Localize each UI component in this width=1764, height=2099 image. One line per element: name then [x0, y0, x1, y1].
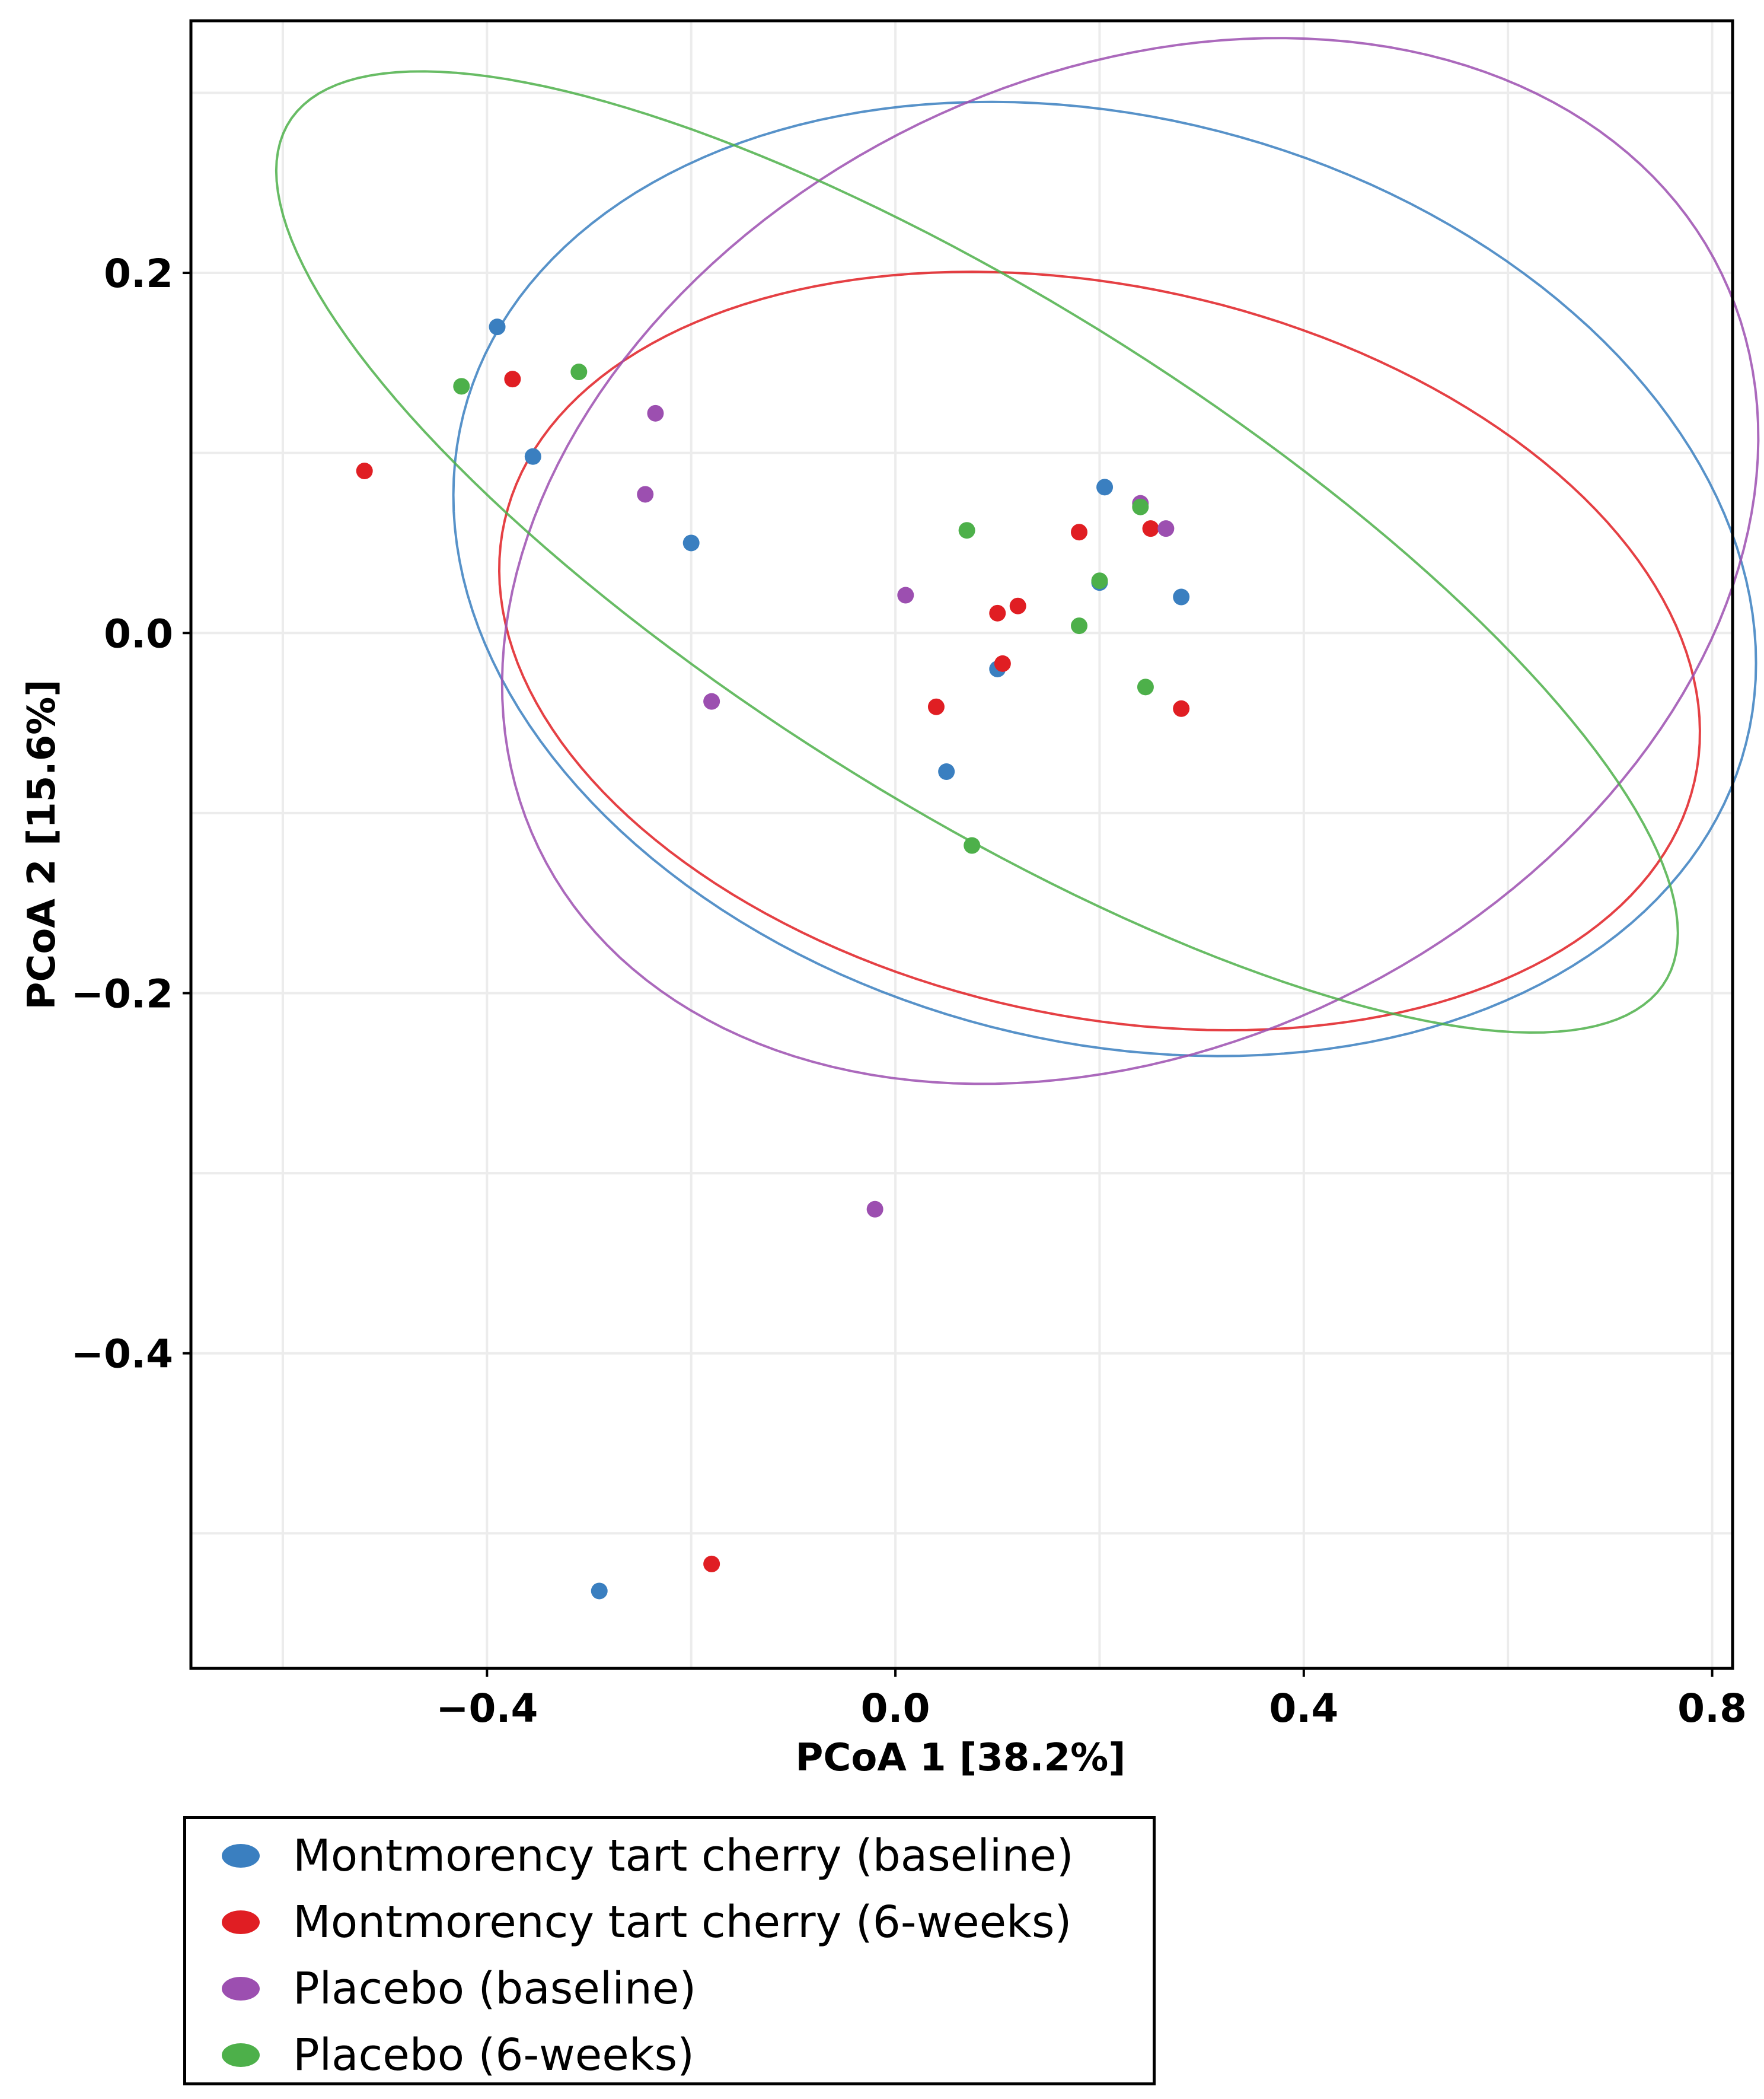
legend-item-tart-cherry-baseline: Montmorency tart cherry (baseline): [222, 1823, 1074, 1889]
x-tick-label: 0.8: [1677, 1686, 1747, 1731]
y-tick-label: 0.0: [104, 611, 173, 657]
point-placebo-baseline: [866, 1200, 883, 1218]
plot-background: [191, 21, 1733, 1668]
x-axis-ticks: −0.4 0.0 0.4 0.8: [436, 1668, 1747, 1731]
legend-marker-purple-icon: [222, 1977, 260, 2001]
legend-label: Montmorency tart cherry (6-weeks): [293, 1897, 1072, 1948]
point-montmorency-tart-cherry-6-weeks: [504, 371, 521, 388]
legend-marker-green-icon: [222, 2043, 260, 2067]
pcoa-chart: −0.4 0.0 0.4 0.8 −0.4 −0.2 0.0 0.2 PCoA 1 [38.…: [20, 19, 1760, 1780]
legend-label: Placebo (baseline): [293, 1963, 697, 2014]
legend-label: Montmorency tart cherry (baseline): [293, 1830, 1074, 1881]
ellipse-placebo-baseline: [500, 37, 1760, 1085]
y-axis-title: PCoA 2 [15.6%]: [20, 680, 64, 1010]
point-montmorency-tart-cherry-6-weeks: [703, 1555, 720, 1572]
point-montmorency-tart-cherry-6-weeks: [989, 604, 1006, 622]
legend-label: Placebo (6-weeks): [293, 2030, 695, 2081]
point-placebo-6-weeks: [453, 378, 470, 395]
legend-marker-blue-icon: [222, 1844, 260, 1868]
point-placebo-6-weeks: [964, 837, 981, 854]
plot-frame: [189, 19, 1734, 1670]
x-tick-label: −0.4: [436, 1686, 538, 1731]
point-montmorency-tart-cherry-baseline: [1096, 479, 1114, 496]
grid-lines: [191, 21, 1733, 1668]
ellipse-placebo-6-weeks: [275, 70, 1679, 1034]
point-montmorency-tart-cherry-6-weeks: [1173, 700, 1190, 717]
confidence-ellipses: [275, 37, 1760, 1085]
point-placebo-baseline: [637, 486, 654, 503]
point-montmorency-tart-cherry-baseline: [489, 318, 506, 336]
ellipse-montmorency-tart-cherry-6-weeks: [497, 270, 1701, 1032]
legend-item-placebo-baseline: Placebo (baseline): [222, 1955, 696, 2022]
point-montmorency-tart-cherry-baseline: [591, 1582, 608, 1600]
x-tick-label: 0.0: [861, 1686, 930, 1731]
point-montmorency-tart-cherry-baseline: [524, 448, 541, 465]
point-placebo-6-weeks: [958, 522, 975, 539]
point-placebo-baseline: [897, 587, 914, 604]
point-placebo-6-weeks: [1137, 679, 1154, 696]
x-axis-title: PCoA 1 [38.2%]: [796, 1736, 1126, 1780]
legend-item-placebo-6-weeks: Placebo (6-weeks): [222, 2022, 694, 2088]
legend-marker-red-icon: [222, 1910, 260, 1934]
point-montmorency-tart-cherry-baseline: [938, 763, 955, 781]
point-placebo-6-weeks: [1091, 572, 1108, 590]
point-montmorency-tart-cherry-6-weeks: [1009, 597, 1026, 614]
point-montmorency-tart-cherry-baseline: [1173, 588, 1190, 606]
point-montmorency-tart-cherry-baseline: [682, 534, 700, 552]
y-axis-ticks: −0.4 −0.2 0.0 0.2: [71, 251, 191, 1377]
point-montmorency-tart-cherry-6-weeks: [994, 655, 1011, 672]
legend-item-tart-cherry-6-weeks: Montmorency tart cherry (6-weeks): [222, 1889, 1071, 1955]
data-points: [356, 318, 1190, 1600]
legend: Montmorency tart cherry (baseline) Montm…: [183, 1816, 1156, 2085]
ellipse-montmorency-tart-cherry-baseline: [452, 100, 1757, 1058]
point-placebo-6-weeks: [1071, 617, 1088, 635]
y-tick-label: 0.2: [104, 251, 173, 297]
point-placebo-baseline: [703, 693, 720, 710]
point-placebo-baseline: [647, 404, 664, 422]
point-placebo-6-weeks: [1132, 498, 1149, 515]
point-montmorency-tart-cherry-6-weeks: [356, 463, 373, 480]
x-tick-label: 0.4: [1269, 1686, 1338, 1731]
point-montmorency-tart-cherry-6-weeks: [1071, 524, 1088, 541]
y-tick-label: −0.2: [71, 971, 173, 1017]
point-montmorency-tart-cherry-6-weeks: [1142, 520, 1159, 537]
y-tick-label: −0.4: [71, 1332, 173, 1377]
point-montmorency-tart-cherry-6-weeks: [927, 698, 945, 715]
point-placebo-6-weeks: [570, 364, 588, 381]
point-placebo-baseline: [1157, 520, 1175, 537]
